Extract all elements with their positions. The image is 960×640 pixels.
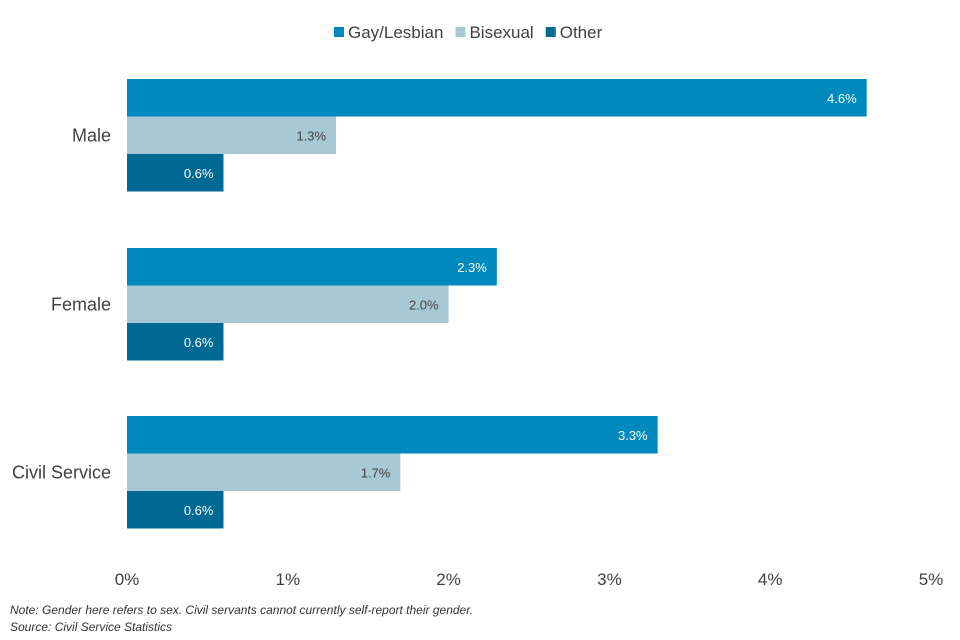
chart: Gay/Lesbian Bisexual Other Male Female Civil… — [12, 23, 944, 589]
data-label-civil-service-gay-lesbian: 3.3% — [618, 428, 648, 443]
legend-label-other: Other — [560, 23, 603, 42]
bar-civil-service-other — [127, 491, 224, 529]
data-label-civil-service-other: 0.6% — [184, 503, 214, 518]
data-label-female-gay-lesbian: 2.3% — [457, 260, 487, 275]
x-tick-label: 4% — [758, 570, 783, 589]
bar-female-bisexual — [127, 285, 449, 323]
legend-label-gay-lesbian: Gay/Lesbian — [348, 23, 443, 42]
category-label-female: Female — [51, 294, 111, 314]
x-tick-label: 2% — [436, 570, 461, 589]
data-label-male-bisexual: 1.3% — [296, 128, 326, 143]
x-tick-label: 3% — [597, 570, 622, 589]
chart-source: Source: Civil Service Statistics — [10, 620, 173, 634]
data-label-female-bisexual: 2.0% — [409, 297, 439, 312]
category-labels: Male Female Civil Service — [12, 125, 111, 482]
category-label-male: Male — [72, 125, 111, 145]
data-label-male-other: 0.6% — [184, 166, 214, 181]
data-label-female-other: 0.6% — [184, 335, 214, 350]
bar-civil-service-gay-lesbian — [127, 416, 658, 454]
data-label-civil-service-bisexual: 1.7% — [361, 465, 391, 480]
bars: 4.6% 1.3% 0.6% 2.3% 2.0% 0.6% 3.3% 1.7% 0.6% — [127, 79, 867, 529]
bar-female-gay-lesbian — [127, 248, 497, 286]
category-label-civil-service: Civil Service — [12, 462, 111, 482]
legend-label-bisexual: Bisexual — [469, 23, 533, 42]
legend-swatch-other — [545, 27, 556, 37]
x-tick-label: 1% — [276, 570, 301, 589]
bar-female-other — [127, 323, 224, 361]
x-tick-label: 0% — [115, 570, 140, 589]
legend-swatch-gay-lesbian — [334, 27, 344, 37]
legend: Gay/Lesbian Bisexual Other — [334, 23, 603, 42]
bar-civil-service-bisexual — [127, 453, 401, 491]
bar-male-bisexual — [127, 116, 337, 154]
bar-male-gay-lesbian — [127, 79, 867, 117]
x-tick-label: 5% — [919, 570, 944, 589]
x-axis: 0% 1% 2% 3% 4% 5% — [115, 570, 944, 589]
bar-male-other — [127, 154, 224, 192]
legend-swatch-bisexual — [455, 27, 466, 37]
data-label-male-gay-lesbian: 4.6% — [827, 91, 857, 106]
chart-note: Note: Gender here refers to sex. Civil s… — [10, 603, 474, 617]
